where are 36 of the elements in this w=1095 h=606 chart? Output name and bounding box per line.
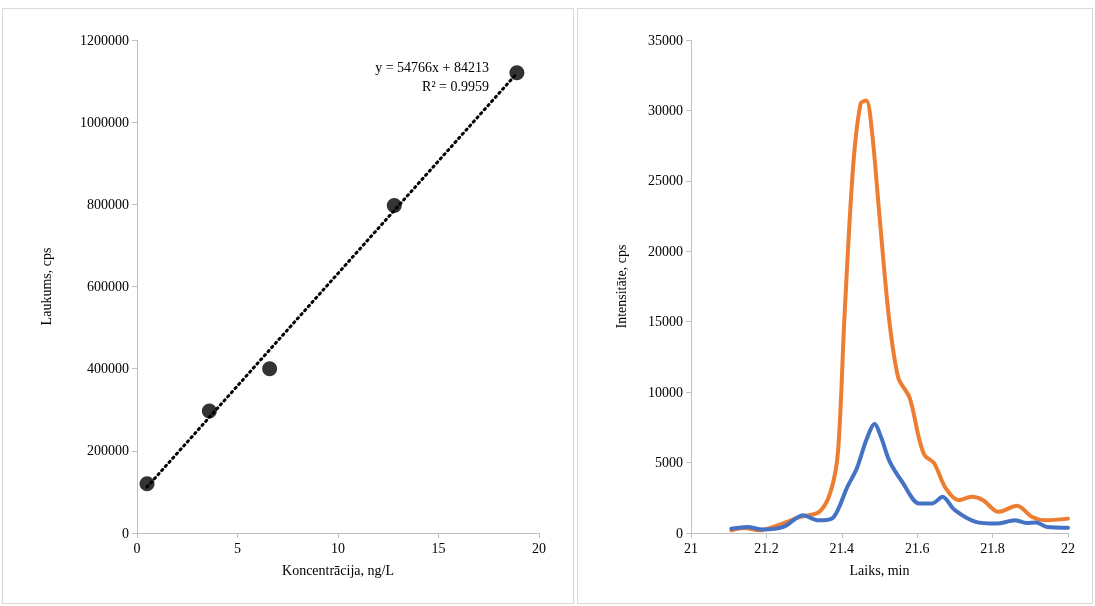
x-tick-label: 20 (532, 540, 546, 556)
y-tick-label: 20000 (648, 243, 683, 259)
y-tick-label: 0 (676, 525, 683, 541)
y-tick-label: 800000 (87, 196, 129, 212)
y-axis-title: Intensitāte, cps (613, 244, 629, 329)
x-tick-label: 21 (684, 540, 698, 556)
x-tick-label: 21.6 (904, 540, 930, 556)
annotation: y = 54766x + 84213 (375, 59, 489, 75)
x-tick-label: 0 (133, 540, 141, 556)
x-tick-label: 5 (234, 540, 241, 556)
line-series (729, 421, 1070, 532)
y-tick-label: 1000000 (80, 114, 129, 130)
x-axis-title: Laiks, min (849, 562, 910, 578)
y-tick-label: 200000 (87, 443, 129, 459)
y-tick-label: 25000 (648, 173, 683, 189)
x-tick-label: 15 (431, 540, 446, 556)
y-axis-title: Laukums, cps (38, 247, 54, 326)
point (262, 361, 278, 377)
y-tick-label: 35000 (648, 32, 683, 48)
line-series (729, 98, 1070, 533)
x-tick-label: 21.2 (754, 540, 779, 556)
x-tick-label: 10 (331, 540, 345, 556)
x-axis-title: Koncentrācija, ng/L (282, 562, 394, 578)
y-tick-label: 30000 (648, 102, 683, 118)
y-tick-label: 1200000 (80, 32, 129, 48)
y-tick-label: 400000 (87, 361, 129, 377)
y-tick-label: 600000 (87, 279, 129, 294)
point (509, 65, 525, 81)
y-tick-label: 5000 (655, 455, 683, 471)
x-tick-label: 22 (1061, 540, 1075, 556)
y-tick-label: 10000 (648, 384, 683, 400)
y-tick-label: 15000 (648, 314, 683, 330)
y-tick-label: 0 (122, 525, 129, 541)
annotation: R² = 0.9959 (422, 78, 489, 94)
x-tick-label: 21.8 (980, 540, 1005, 556)
x-tick-label: 21.4 (829, 540, 855, 556)
